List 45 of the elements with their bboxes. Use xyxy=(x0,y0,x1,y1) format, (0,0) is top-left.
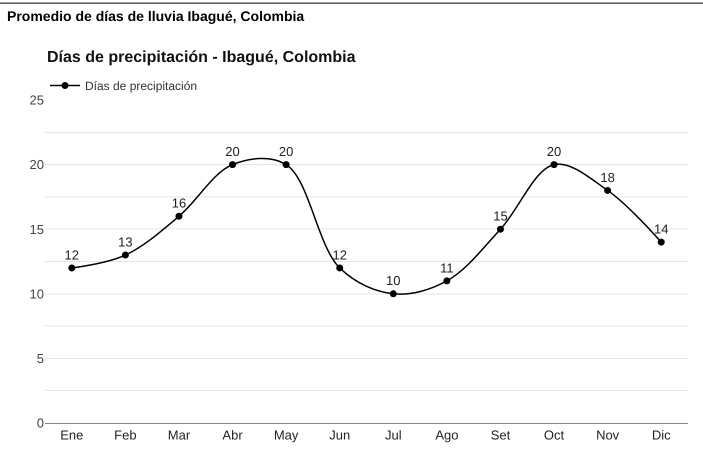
x-tick-label: May xyxy=(274,428,299,443)
data-label: 15 xyxy=(493,208,508,224)
x-tick-label: Set xyxy=(490,428,511,443)
point xyxy=(390,290,397,298)
x-tick-label: Ene xyxy=(60,428,84,443)
point xyxy=(550,161,558,168)
point xyxy=(604,186,612,194)
data-label: 12 xyxy=(332,247,347,262)
y-tick-label: 25 xyxy=(30,92,44,108)
point xyxy=(175,212,182,220)
x-tick-label: Jul xyxy=(384,428,402,443)
x-tick-label: Feb xyxy=(114,428,137,443)
x-tick-label: Nov xyxy=(596,428,620,443)
point xyxy=(658,238,665,246)
data-label: 10 xyxy=(386,273,401,288)
x-tick-label: Abr xyxy=(222,428,244,443)
point xyxy=(122,252,129,259)
y-tick-label: 15 xyxy=(30,222,44,237)
data-label: 18 xyxy=(600,170,615,185)
point xyxy=(229,161,236,168)
x-tick-label: Mar xyxy=(168,428,191,443)
x-tick-label: Dic xyxy=(652,428,672,443)
point xyxy=(443,277,450,284)
legend-label: Días de precipitación xyxy=(85,79,198,94)
x-tick-label: Oct xyxy=(544,428,565,443)
y-tick-label: 10 xyxy=(30,286,44,302)
x-tick-label: Ago xyxy=(435,428,458,443)
data-label: 20 xyxy=(546,144,562,159)
chart-title: Promedio de días de lluvia Ibagué, Colombia xyxy=(7,8,304,24)
data-label: 11 xyxy=(440,260,454,276)
data-label: 20 xyxy=(278,144,294,159)
data-label: 14 xyxy=(654,221,668,236)
point xyxy=(68,264,76,272)
data-label: 12 xyxy=(64,247,80,262)
point xyxy=(336,264,344,272)
data-label: 13 xyxy=(118,234,133,250)
point xyxy=(496,226,504,233)
data-label: 16 xyxy=(172,196,186,211)
y-tick-label: 0 xyxy=(36,416,44,431)
chart-subtitle: Días de precipitación - Ibagué, Colombia xyxy=(47,49,356,66)
y-tick-label: 20 xyxy=(30,157,44,172)
data-label: 20 xyxy=(225,144,240,159)
x-tick-label: Jun xyxy=(329,428,350,443)
point xyxy=(282,161,290,168)
y-tick-label: 5 xyxy=(36,350,44,366)
